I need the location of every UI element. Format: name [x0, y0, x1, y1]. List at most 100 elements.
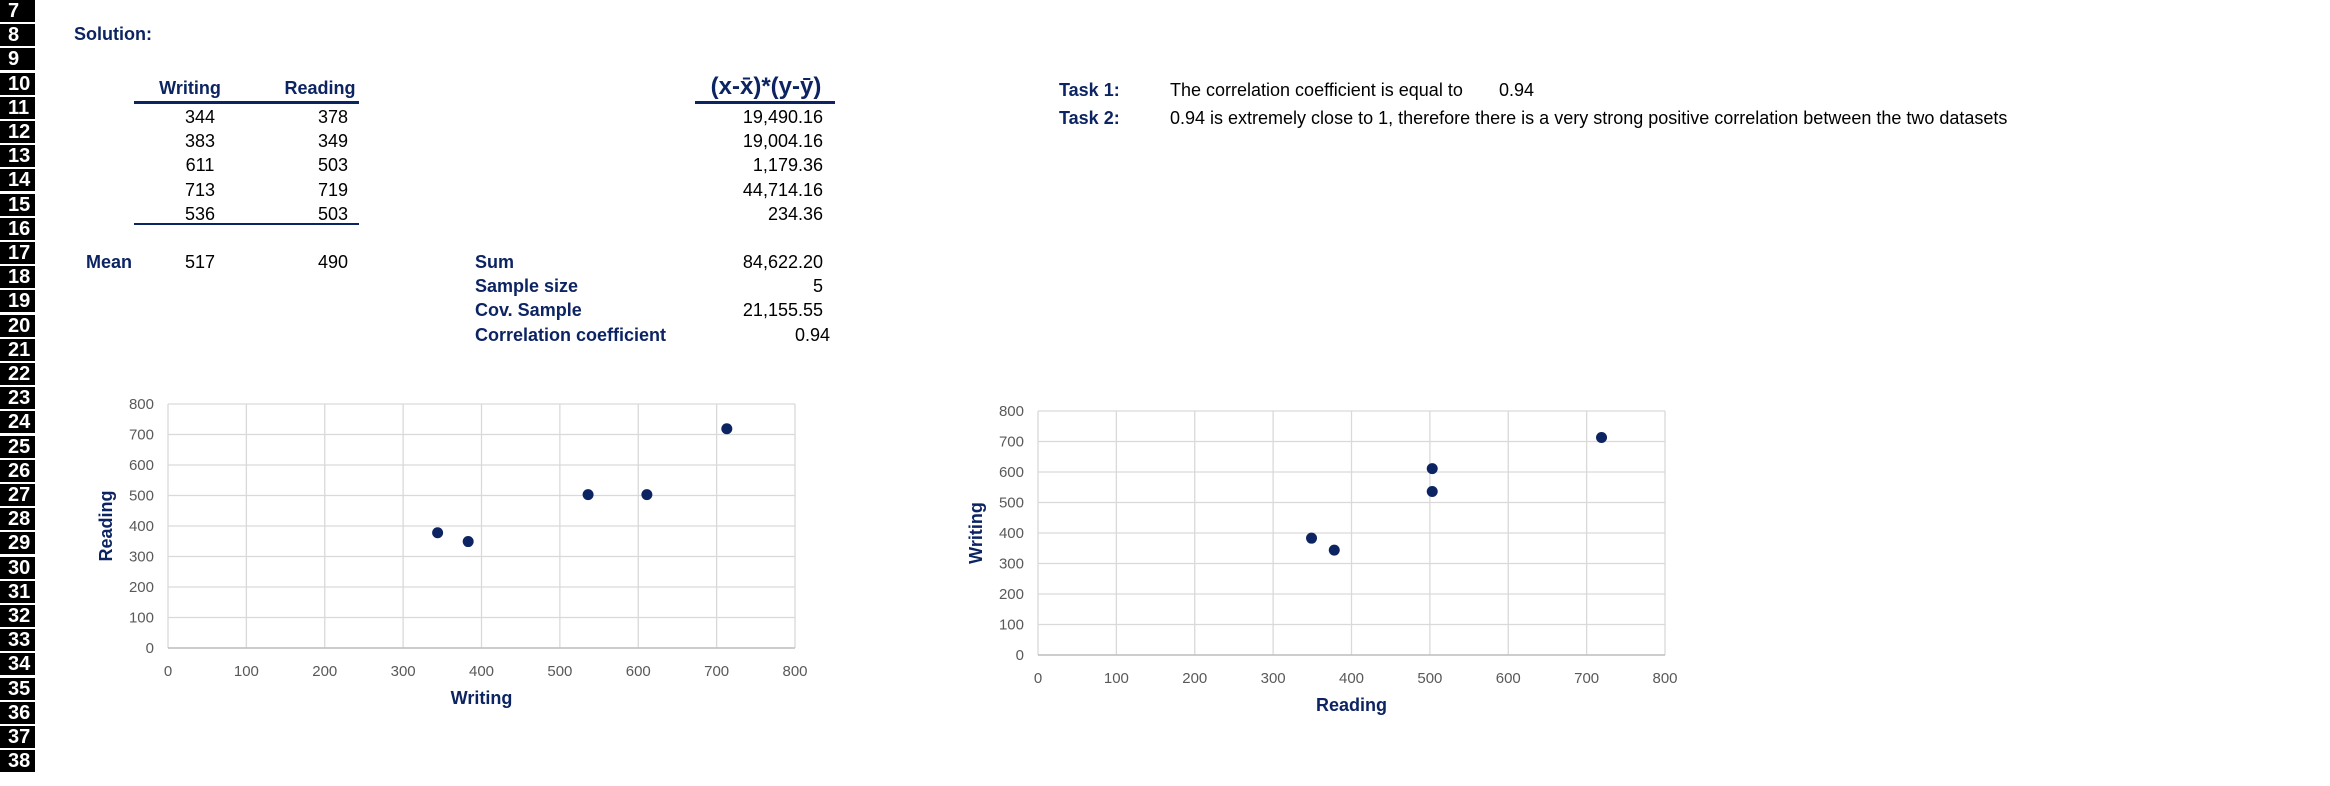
row-number[interactable]: 19: [0, 290, 35, 315]
mean-reading: 490: [317, 252, 349, 272]
x-tick-label: 700: [1574, 670, 1599, 687]
row-number[interactable]: 25: [0, 435, 35, 460]
y-tick-label: 100: [129, 610, 154, 627]
row-number[interactable]: 20: [0, 314, 35, 339]
x-tick-label: 0: [164, 663, 172, 680]
y-tick-label: 500: [999, 495, 1024, 512]
row-number[interactable]: 18: [0, 266, 35, 291]
x-axis-title: Writing: [451, 688, 513, 708]
mean-writing: 517: [184, 252, 216, 272]
y-axis-title: Reading: [96, 490, 116, 561]
row-number[interactable]: 29: [0, 532, 35, 557]
mean-label: Mean: [86, 252, 133, 272]
task1-label: Task 1:: [1059, 80, 1120, 100]
row-number[interactable]: 28: [0, 508, 35, 533]
row-number[interactable]: 22: [0, 363, 35, 387]
product-cell: 1,179.36: [752, 155, 823, 176]
row-number[interactable]: 33: [0, 629, 35, 654]
stat-value: 21,155.55: [742, 300, 823, 321]
data-point: [641, 489, 653, 501]
data-point: [1426, 463, 1438, 475]
row-number[interactable]: 26: [0, 459, 35, 484]
x-tick-label: 100: [1104, 670, 1129, 687]
row-number[interactable]: 23: [0, 387, 35, 412]
row-number[interactable]: 12: [0, 121, 35, 145]
row-number[interactable]: 8: [0, 24, 35, 49]
y-tick-label: 700: [129, 427, 154, 444]
row-number[interactable]: 21: [0, 338, 35, 363]
row-number[interactable]: 27: [0, 484, 35, 508]
row-number[interactable]: 17: [0, 242, 35, 266]
reading-cell: 719: [317, 179, 349, 200]
row-number[interactable]: 30: [0, 556, 35, 581]
row-number[interactable]: 10: [0, 72, 35, 97]
writing-cell: 611: [185, 155, 215, 176]
stat-value: 84,622.20: [742, 252, 823, 272]
y-tick-label: 0: [146, 640, 154, 657]
scatter-chart-writing-reading: 0 100 200 300 400 500 600 700 800 0 100 200 300 400 50…: [96, 396, 808, 708]
y-tick-label: 400: [999, 525, 1024, 542]
writing-cell: 536: [184, 203, 216, 224]
row-number[interactable]: 35: [0, 677, 35, 702]
x-tick-label: 600: [1496, 670, 1521, 687]
data-point: [1426, 486, 1438, 498]
x-tick-label: 200: [312, 663, 337, 680]
reading-cell: 503: [317, 155, 349, 176]
row-number[interactable]: 38: [0, 750, 35, 775]
x-tick-label: 800: [782, 663, 807, 680]
x-tick-label: 800: [1652, 670, 1677, 687]
x-tick-label: 600: [626, 663, 651, 680]
row-number[interactable]: 32: [0, 605, 35, 629]
row-number[interactable]: 37: [0, 726, 35, 750]
stat-value: 5: [812, 276, 823, 297]
product-cell: 234.36: [767, 203, 823, 224]
y-axis-title: Writing: [966, 502, 986, 564]
row-number[interactable]: 15: [0, 193, 35, 218]
y-tick-label: 0: [1016, 647, 1024, 664]
x-tick-label: 300: [391, 663, 416, 680]
data-point: [582, 489, 594, 501]
y-tick-label: 700: [999, 434, 1024, 451]
task2-label: Task 2:: [1059, 108, 1120, 128]
stat-label: Correlation coefficient: [475, 324, 667, 345]
row-number[interactable]: 13: [0, 145, 35, 170]
data-point: [462, 536, 474, 548]
row-number[interactable]: 7: [0, 0, 35, 24]
y-tick-label: 100: [999, 617, 1024, 634]
y-tick-label: 800: [129, 396, 154, 413]
y-tick-label: 400: [129, 518, 154, 535]
y-tick-label: 300: [999, 556, 1024, 573]
row-number[interactable]: 31: [0, 580, 35, 605]
data-point: [1596, 432, 1608, 444]
row-number[interactable]: 11: [0, 96, 35, 121]
x-axis-title: Reading: [1316, 695, 1387, 715]
y-tick-label: 200: [129, 579, 154, 596]
row-number[interactable]: 14: [0, 169, 35, 194]
data-point: [1328, 544, 1340, 556]
task1-text: The correlation coefficient is equal to: [1170, 80, 1463, 100]
product-header-underline: [695, 101, 835, 104]
reading-cell: 349: [317, 131, 349, 152]
x-tick-label: 100: [234, 663, 259, 680]
row-number[interactable]: 34: [0, 653, 35, 678]
x-tick-label: 200: [1182, 670, 1207, 687]
row-number[interactable]: 24: [0, 411, 35, 436]
x-tick-label: 500: [547, 663, 572, 680]
data-point: [432, 527, 444, 539]
reading-cell: 378: [317, 107, 349, 127]
x-tick-label: 0: [1034, 670, 1042, 687]
row-number[interactable]: 9: [0, 48, 35, 73]
row-number[interactable]: 16: [0, 217, 35, 242]
stat-label: Sum: [475, 252, 515, 272]
y-tick-label: 500: [129, 488, 154, 505]
y-tick-label: 600: [129, 457, 154, 474]
stat-label: Sample size: [475, 276, 579, 297]
stat-label: Cov. Sample: [475, 300, 582, 321]
product-header: (x-x̄)*(y-ȳ): [710, 73, 822, 100]
y-tick-label: 200: [999, 586, 1024, 603]
row-number[interactable]: 36: [0, 701, 35, 726]
x-tick-label: 400: [469, 663, 494, 680]
writing-cell: 713: [184, 179, 216, 200]
reading-header: Reading: [284, 78, 356, 98]
data-point: [721, 423, 733, 435]
